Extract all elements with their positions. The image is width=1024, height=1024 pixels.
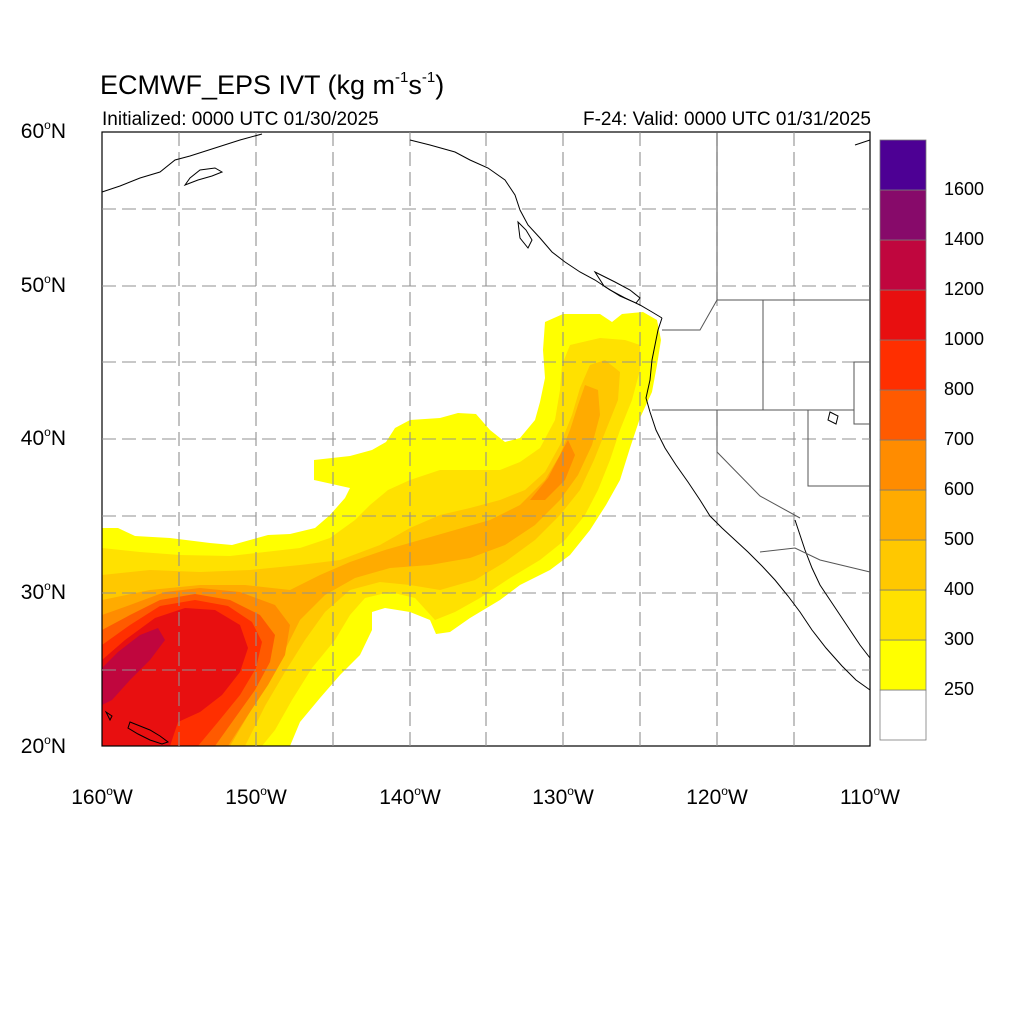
colorbar-label-1200: 1200	[944, 279, 985, 299]
colorbar-label-1000: 1000	[944, 329, 985, 349]
colorbar-label-600: 600	[944, 479, 975, 499]
political-borders	[652, 132, 871, 573]
colorbar-swatch-3	[879, 539, 927, 591]
lat-label-60: 60oN	[20, 118, 66, 143]
ivt-field	[102, 312, 661, 746]
colorbar-swatch-8	[879, 289, 927, 341]
colorbar-swatch-1	[879, 639, 927, 691]
coastlines	[101, 133, 871, 745]
colorbar-swatch-5	[879, 439, 927, 491]
title-exponent-2: -1	[421, 69, 436, 86]
colorbar	[879, 139, 927, 741]
colorbar-label-800: 800	[944, 379, 975, 399]
colorbar-label-500: 500	[944, 529, 975, 549]
lon-label-140w: 140oW	[379, 784, 441, 809]
colorbar-label-300: 300	[944, 629, 975, 649]
title-unit-s: s	[408, 70, 422, 100]
lon-label-130w: 130oW	[532, 784, 594, 809]
lat-label-20: 20oN	[20, 733, 66, 758]
colorbar-swatch-2	[879, 589, 927, 641]
lat-label-40: 40oN	[20, 425, 66, 450]
title-exponent-1: -1	[395, 69, 409, 86]
valid-time-label: F-24: Valid: 0000 UTC 01/31/2025	[583, 109, 871, 130]
colorbar-label-400: 400	[944, 579, 975, 599]
colorbar-label-250: 250	[944, 679, 975, 699]
colorbar-label-1400: 1400	[944, 229, 985, 249]
lon-label-150w: 150oW	[225, 784, 287, 809]
colorbar-swatch-4	[879, 489, 927, 541]
lon-label-160w: 160oW	[71, 784, 133, 809]
init-time-label: Initialized: 0000 UTC 01/30/2025	[102, 109, 379, 130]
colorbar-label-1600: 1600	[944, 179, 985, 199]
colorbar-swatch-0	[879, 689, 927, 741]
lon-label-120w: 120oW	[686, 784, 748, 809]
lat-label-30: 30oN	[20, 579, 66, 604]
colorbar-swatch-10	[879, 189, 927, 241]
chart-title: ECMWF_EPS IVT (kg m-1s-1)	[100, 69, 445, 101]
colorbar-swatch-7	[879, 339, 927, 391]
title-suffix: )	[435, 70, 445, 100]
colorbar-swatch-9	[879, 239, 927, 291]
ivt-1200-region	[102, 628, 165, 705]
lat-label-50: 50oN	[20, 272, 66, 297]
title-prefix: ECMWF_EPS IVT (kg m	[100, 70, 396, 100]
colorbar-label-700: 700	[944, 429, 975, 449]
colorbar-swatch-11	[879, 139, 927, 191]
colorbar-swatch-6	[879, 389, 927, 441]
lon-label-110w: 110oW	[840, 784, 900, 809]
